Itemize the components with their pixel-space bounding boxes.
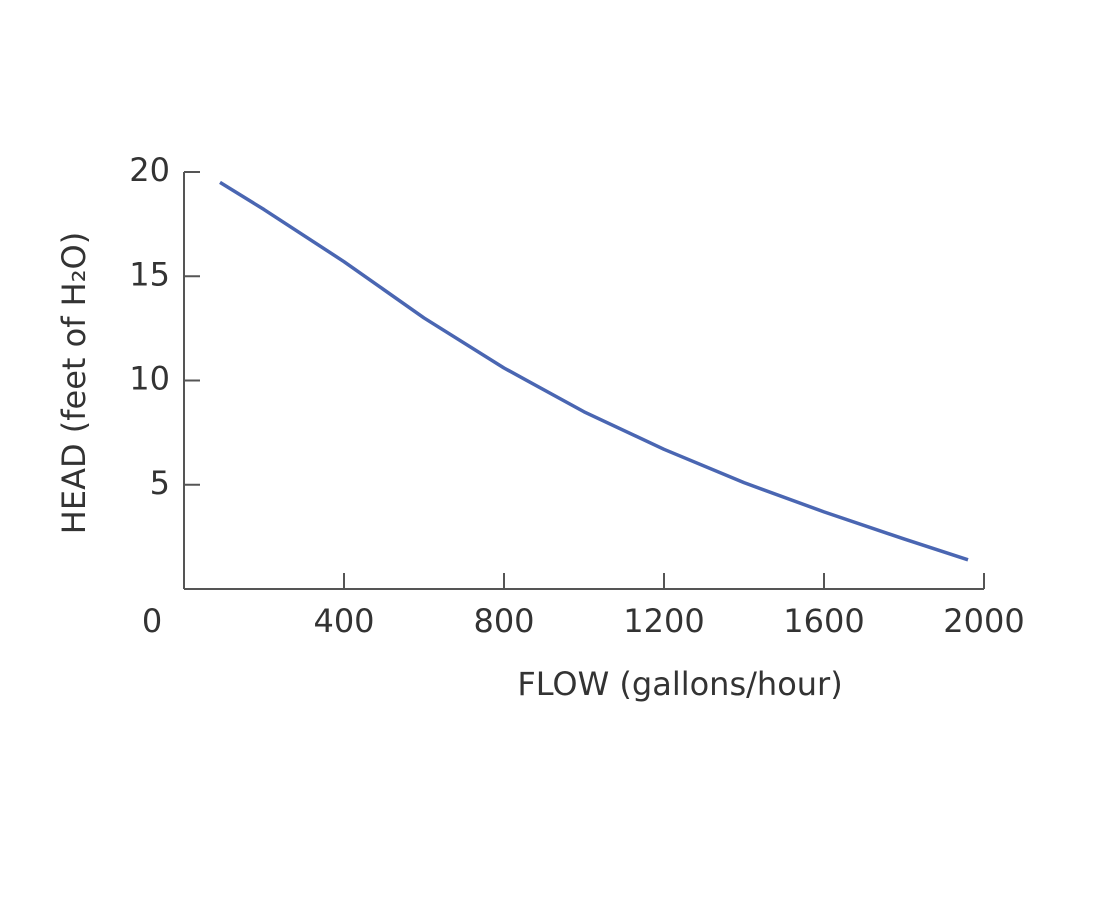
data-line [219, 180, 969, 562]
x-tick-label: 0 [142, 602, 162, 640]
x-tick-label: 1200 [623, 602, 704, 640]
x-tick-label: 2000 [943, 602, 1024, 640]
y-axis-label: HEAD (feet of H₂O) [55, 232, 93, 534]
y-tick-label: 20 [129, 151, 170, 189]
y-tick-label: 5 [150, 464, 170, 502]
x-tick-label: 800 [473, 602, 534, 640]
x-tick-label: 1600 [783, 602, 864, 640]
y-tick-label: 10 [129, 360, 170, 398]
x-tick-label: 400 [313, 602, 374, 640]
y-tick-label: 15 [129, 255, 170, 293]
x-axis-label: FLOW (gallons/hour) [517, 665, 842, 703]
